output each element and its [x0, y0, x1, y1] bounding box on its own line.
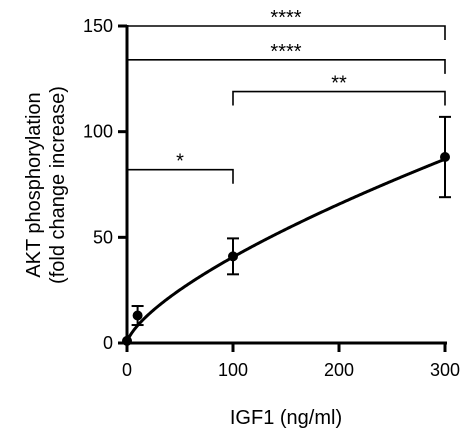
- significance-bracket: [232, 90, 446, 106]
- data-point: [132, 310, 143, 321]
- y-tick-label: 150: [83, 16, 113, 36]
- significance-bracket: [126, 168, 234, 184]
- y-tick-label: 50: [93, 227, 113, 247]
- significance-label: ****: [270, 7, 301, 29]
- x-tick-label: 300: [430, 360, 460, 380]
- significance-brackets: ***********: [126, 7, 446, 184]
- significance-label: *: [176, 151, 184, 173]
- y-tick-label: 0: [103, 333, 113, 353]
- data-point: [228, 251, 238, 262]
- data-point: [440, 152, 450, 163]
- x-axis-title: IGF1 (ng/ml): [230, 407, 342, 429]
- data-point: [122, 335, 132, 346]
- y-tick-label: 100: [83, 122, 113, 142]
- x-tick-label: 200: [324, 360, 354, 380]
- significance-bracket: [126, 25, 446, 40]
- significance-bracket: [126, 59, 446, 74]
- x-tick-label: 0: [122, 360, 132, 380]
- significance-label: **: [331, 73, 347, 95]
- fit-curve: [125, 157, 446, 344]
- data-series: [122, 115, 451, 346]
- axes: 0 100 200 300 0 50 100 150: [83, 16, 460, 380]
- x-tick-label: 100: [218, 360, 248, 380]
- significance-label: ****: [270, 41, 301, 63]
- y-axis-title-line1: AKT phosphorylation: [23, 92, 45, 277]
- y-axis-title-line2: (fold change increase): [47, 86, 69, 284]
